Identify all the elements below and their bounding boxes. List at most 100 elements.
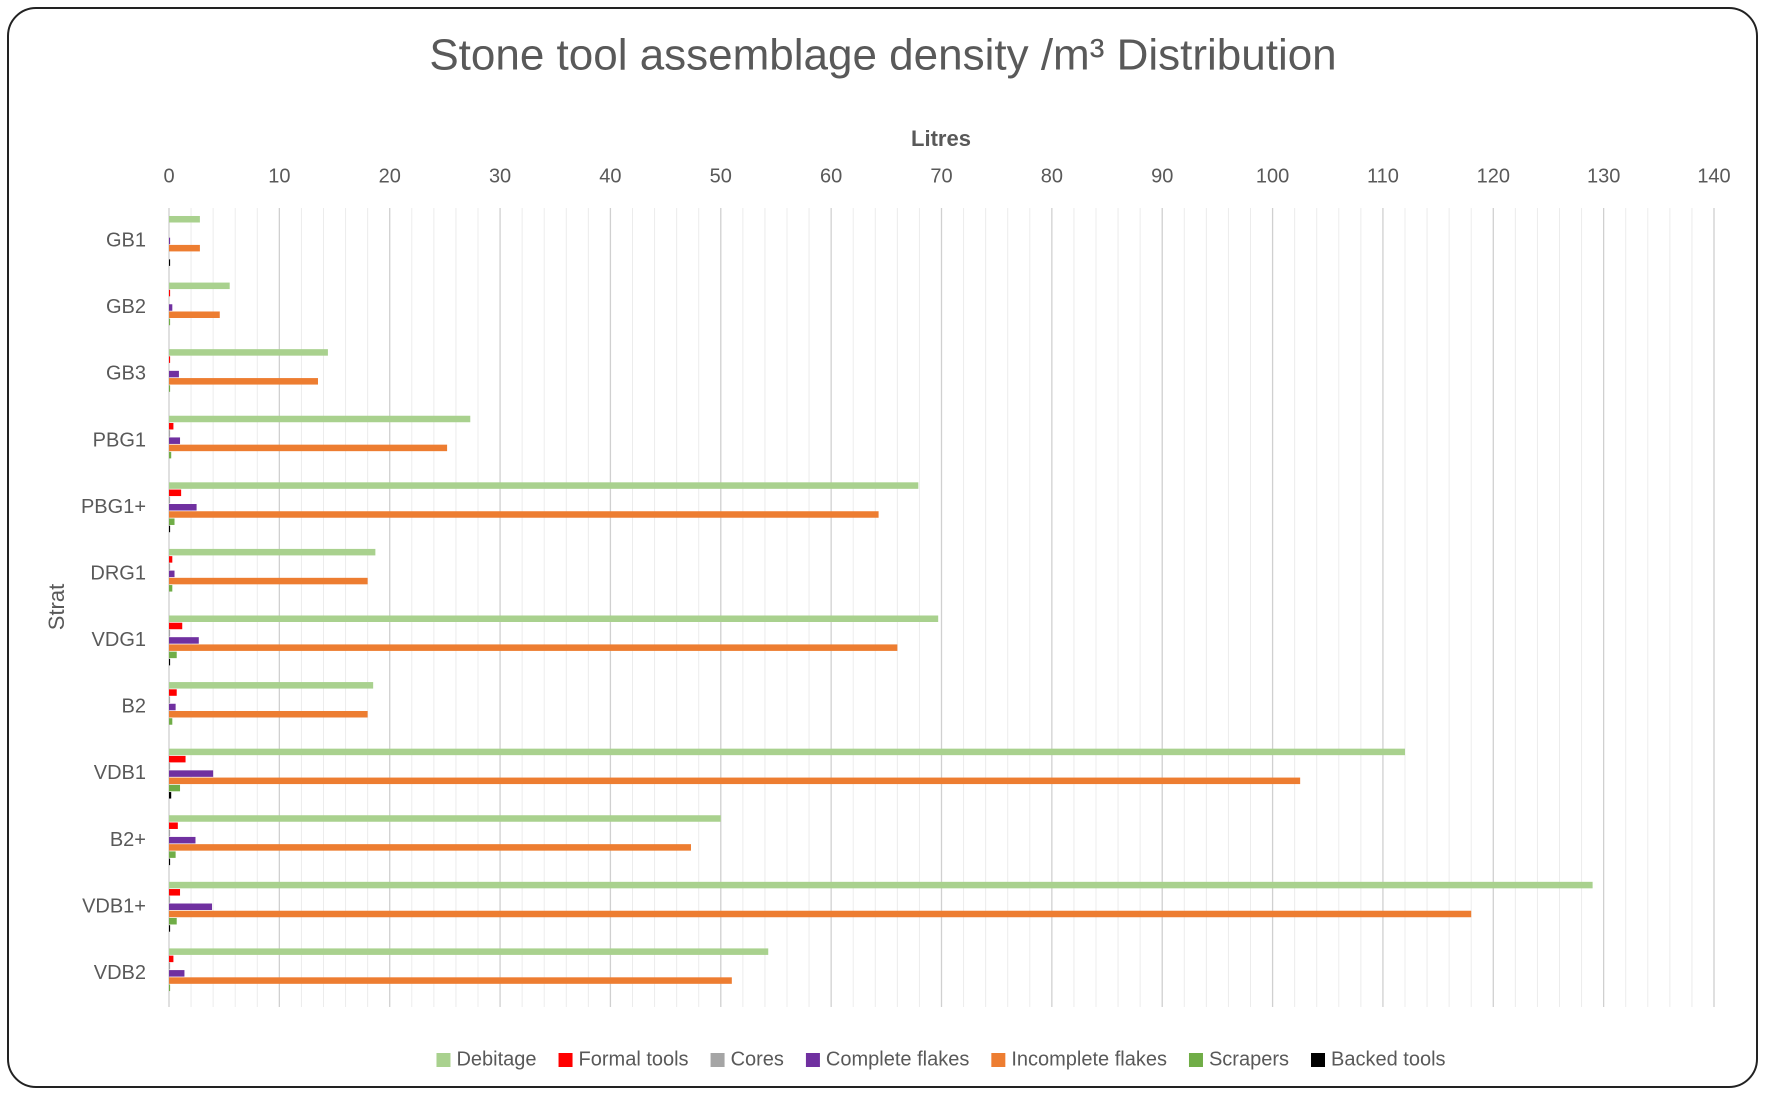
bar: [169, 844, 691, 851]
bar: [169, 370, 179, 378]
y-tick-label: DRG1: [90, 562, 146, 584]
bar: [169, 903, 213, 911]
x-tick-label: 0: [163, 165, 174, 187]
bar: [169, 703, 176, 711]
bar: [169, 851, 176, 858]
bar: [169, 955, 174, 963]
bar: [169, 696, 171, 704]
x-axis-label: Litres: [911, 126, 971, 151]
x-tick-label: 40: [599, 165, 621, 187]
bar: [169, 489, 182, 497]
bar: [169, 970, 185, 977]
bar: [169, 881, 1593, 889]
bar: [169, 718, 173, 725]
x-tick-label: 90: [1151, 165, 1173, 187]
bar: [169, 422, 174, 430]
bar: [169, 651, 177, 659]
bar: [169, 318, 171, 326]
bar: [169, 910, 1472, 918]
x-tick-label: 70: [930, 165, 952, 187]
bar: [169, 644, 898, 651]
legend-swatch: [1188, 1053, 1203, 1067]
bar: [169, 356, 171, 363]
y-tick-label: GB1: [106, 230, 146, 252]
bar: [169, 770, 214, 777]
bar: [169, 577, 368, 585]
x-tick-label: 20: [379, 165, 401, 187]
bar: [169, 437, 181, 444]
bar: [169, 748, 1405, 756]
legend-swatch: [805, 1053, 820, 1067]
x-tick-label: 80: [1041, 165, 1063, 187]
bar: [169, 889, 181, 896]
y-tick-label: VDB1+: [82, 895, 146, 917]
bar: [169, 755, 186, 763]
legend-label: Formal tools: [579, 1048, 689, 1070]
bar: [169, 504, 197, 511]
bar: [169, 962, 171, 970]
bar: [169, 444, 448, 452]
bar: [169, 482, 919, 489]
bar: [169, 777, 1301, 785]
x-tick-label: 50: [710, 165, 732, 187]
bar: [169, 689, 177, 696]
bar: [169, 984, 171, 992]
legend-swatch: [558, 1053, 573, 1067]
y-tick-label: GB2: [106, 296, 146, 318]
bar: [169, 896, 171, 903]
legend-label: Backed tools: [1331, 1048, 1446, 1070]
bar: [169, 925, 171, 932]
bar: [169, 415, 471, 423]
bar: [169, 829, 171, 837]
bar: [169, 615, 939, 622]
y-tick-label: B2: [122, 696, 146, 718]
bar: [169, 682, 374, 689]
bar: [169, 548, 376, 556]
x-tick-label: 10: [268, 165, 290, 187]
bar: [169, 622, 183, 630]
bar: [169, 815, 721, 822]
bar: [169, 585, 173, 592]
y-tick-label: VDB2: [94, 962, 146, 984]
legend-label: Scrapers: [1209, 1048, 1289, 1070]
bar: [169, 525, 171, 533]
bar: [169, 511, 879, 518]
bar: [169, 244, 200, 252]
bar: [169, 304, 173, 311]
y-tick-label: B2+: [110, 829, 146, 851]
y-tick-label: GB3: [106, 363, 146, 385]
x-tick-label: 110: [1367, 165, 1399, 187]
bar: [169, 570, 175, 578]
bar: [169, 948, 769, 955]
x-tick-label: 140: [1697, 165, 1730, 187]
bar: [169, 836, 196, 844]
x-tick-label: 30: [489, 165, 511, 187]
x-tick-label: 60: [820, 165, 842, 187]
bar: [169, 792, 172, 799]
bar: [169, 763, 171, 770]
legend-swatch: [1311, 1053, 1326, 1067]
bar: [169, 822, 178, 829]
legend-label: Cores: [731, 1048, 784, 1070]
bar: [169, 289, 171, 297]
bar: [169, 637, 199, 644]
y-tick-label: VDG1: [92, 629, 146, 651]
y-tick-label: PBG1+: [81, 496, 146, 518]
bar: [169, 215, 200, 223]
y-tick-label: VDB1: [94, 762, 146, 784]
bar: [169, 430, 171, 437]
bar: [169, 784, 181, 792]
x-tick-label: 120: [1477, 165, 1510, 187]
bar: [169, 237, 171, 245]
bar: [169, 556, 173, 563]
bar: [169, 385, 171, 392]
bar: [169, 629, 171, 637]
bar: [169, 710, 368, 718]
bar: [169, 378, 318, 385]
bar: [169, 259, 171, 266]
x-tick-label: 100: [1256, 165, 1289, 187]
legend-label: Debitage: [456, 1048, 536, 1070]
bar: [169, 977, 732, 984]
bar: [169, 658, 171, 666]
